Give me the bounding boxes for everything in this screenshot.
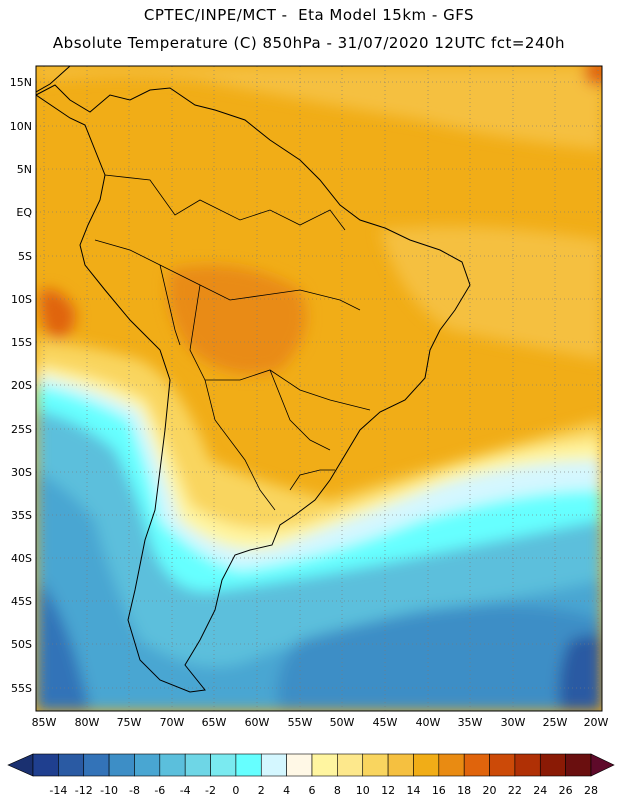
- colorbar-swatch: [413, 753, 440, 777]
- colorbar-tick-label: -12: [74, 784, 93, 797]
- colorbar-swatch: [235, 753, 262, 777]
- chart-title-line1: CPTEC/INPE/MCT - Eta Model 15km - GFS: [143, 6, 475, 24]
- colorbar-tick-label: 4: [283, 784, 291, 797]
- lat-label: 35S: [11, 509, 32, 522]
- lon-label: 80W: [74, 716, 100, 729]
- chart-title-line2: Absolute Temperature (C) 850hPa - 31/07/…: [52, 34, 566, 52]
- lat-label: 15S: [11, 336, 32, 349]
- country-borders: [94, 174, 371, 511]
- central-america-coastline: [36, 66, 71, 93]
- colorbar-tick-label: 16: [431, 784, 446, 797]
- lon-label: 65W: [201, 716, 227, 729]
- field-southwest-cold: [36, 580, 90, 711]
- lon-label: 40W: [415, 716, 441, 729]
- lon-label: 85W: [31, 716, 57, 729]
- south-america-coastline: [36, 84, 471, 693]
- colorbar-tick-label: 24: [533, 784, 548, 797]
- lat-label: 10N: [9, 120, 32, 133]
- colorbar-tick-label: 10: [355, 784, 370, 797]
- lat-label: 40S: [11, 552, 32, 565]
- colorbar-swatch: [134, 753, 161, 777]
- colorbar-tick-label: 26: [558, 784, 573, 797]
- colorbar-tick-label: 6: [308, 784, 316, 797]
- lat-label: 55S: [11, 682, 32, 695]
- lat-label: 25S: [11, 423, 32, 436]
- colorbar-tick-label: 8: [333, 784, 341, 797]
- field-deep-blue-band: [277, 605, 602, 711]
- colorbar-swatch: [438, 753, 465, 777]
- colorbar-swatch: [184, 753, 211, 777]
- lat-label: EQ: [16, 206, 32, 219]
- lon-label: 60W: [244, 716, 270, 729]
- colorbar-tick-label: 14: [406, 784, 421, 797]
- colorbar-swatch: [539, 753, 566, 777]
- colorbar-swatch: [337, 753, 364, 777]
- colorbar-tick-label: -14: [49, 784, 68, 797]
- lat-label: 10S: [11, 293, 32, 306]
- colorbar-swatch: [210, 753, 237, 777]
- colorbar-tick-label: 22: [507, 784, 522, 797]
- lat-label: 15N: [9, 76, 32, 89]
- lon-label: 35W: [457, 716, 483, 729]
- lat-label: 50S: [11, 638, 32, 651]
- lon-label: 70W: [159, 716, 185, 729]
- colorbar-swatch: [159, 753, 186, 777]
- colorbar-swatch: [311, 753, 338, 777]
- colorbar-low-arrow: [7, 753, 34, 777]
- lat-label: 30S: [11, 466, 32, 479]
- lat-label: 5S: [18, 250, 32, 263]
- colorbar-swatch: [565, 753, 592, 777]
- colorbar-tick-label: 20: [482, 784, 497, 797]
- lon-label: 55W: [287, 716, 313, 729]
- lon-label: 75W: [116, 716, 142, 729]
- colorbar-swatch: [489, 753, 516, 777]
- colorbar-swatch: [463, 753, 490, 777]
- lon-label: 50W: [329, 716, 355, 729]
- coastlines: [36, 66, 471, 693]
- colorbar-swatch: [387, 753, 414, 777]
- plot-frame: [35, 65, 603, 712]
- colorbar: [7, 753, 615, 777]
- colorbar-tick-label: -4: [179, 784, 191, 797]
- colorbar-swatch: [32, 753, 59, 777]
- field-ne-hot-spot: [584, 66, 602, 86]
- colorbar-high-arrow: [590, 753, 615, 777]
- colorbar-tick-label: 28: [584, 784, 598, 797]
- colorbar-tick-label: -2: [205, 784, 217, 797]
- colorbar-swatch: [286, 753, 313, 777]
- lon-label: 30W: [500, 716, 526, 729]
- field-hot-core: [167, 265, 307, 375]
- lon-label: 20W: [583, 716, 609, 729]
- lat-label: 5N: [16, 163, 32, 176]
- colorbar-swatch: [58, 753, 85, 777]
- colorbar-tick-label: -8: [128, 784, 140, 797]
- colorbar-tick-label: 12: [381, 784, 396, 797]
- colorbar-swatch: [514, 753, 541, 777]
- field-southeast-cold: [558, 635, 602, 711]
- colorbar-tick-label: -6: [154, 784, 166, 797]
- colorbar-swatch: [83, 753, 110, 777]
- colorbar-swatch: [108, 753, 135, 777]
- colorbar-swatch: [260, 753, 287, 777]
- lat-label: 45S: [11, 595, 32, 608]
- colorbar-swatch: [362, 753, 389, 777]
- colorbar-tick-label: 0: [232, 784, 240, 797]
- temperature-field: [36, 66, 602, 711]
- colorbar-tick-label: 18: [457, 784, 472, 797]
- lat-label: 20S: [11, 379, 32, 392]
- field-pacific-hot-spot: [39, 289, 76, 340]
- colorbar-tick-label: 2: [257, 784, 265, 797]
- field-atlantic-band: [380, 226, 602, 360]
- lon-label: 25W: [542, 716, 568, 729]
- colorbar-tick-label: -10: [100, 784, 119, 797]
- lon-label: 45W: [372, 716, 398, 729]
- field-north-band: [36, 66, 602, 150]
